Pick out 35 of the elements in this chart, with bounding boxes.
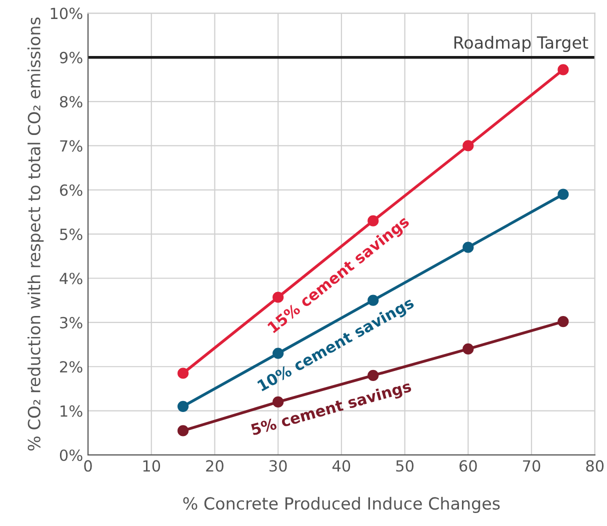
y-tick-label: 2% (60, 361, 82, 373)
x-tick-label: 80 (586, 460, 604, 472)
x-tick-label: 50 (396, 460, 414, 472)
y-tick-label: 10% (50, 8, 82, 20)
y-tick-label: 4% (60, 272, 82, 284)
point (558, 316, 569, 328)
point (272, 348, 284, 359)
point (177, 400, 189, 412)
point (368, 370, 379, 382)
ref-line-label: Roadmap Target (454, 36, 588, 52)
point (462, 140, 474, 152)
y-tick-label: 7% (60, 140, 82, 152)
x-tick-label: 30 (270, 460, 287, 472)
y-tick-label: 0% (60, 449, 82, 462)
y-axis-title: % CO₂ reduction with respect to total CO₂ emissions (28, 18, 44, 451)
y-tick-label: 3% (60, 316, 82, 328)
y-tick-label: 8% (60, 96, 82, 108)
y-tick-label: 5% (60, 228, 82, 240)
x-tick-label: 20 (206, 460, 224, 472)
point (462, 242, 474, 253)
point (272, 292, 284, 303)
y-tick-label: 9% (60, 52, 82, 64)
x-tick-label: 60 (459, 460, 477, 472)
x-tick-label: 40 (332, 460, 350, 472)
x-tick-label: 10 (143, 460, 160, 472)
point (558, 64, 569, 76)
x-tick-label: 70 (523, 460, 540, 472)
y-tick-label: 1% (60, 405, 82, 417)
point (558, 188, 569, 200)
x-axis-title: % Concrete Produced Induce Changes (183, 496, 500, 513)
x-tick-label: 0 (84, 460, 92, 472)
point (177, 425, 189, 436)
point (462, 343, 474, 355)
point (177, 368, 189, 379)
y-tick-label: 6% (60, 184, 82, 196)
